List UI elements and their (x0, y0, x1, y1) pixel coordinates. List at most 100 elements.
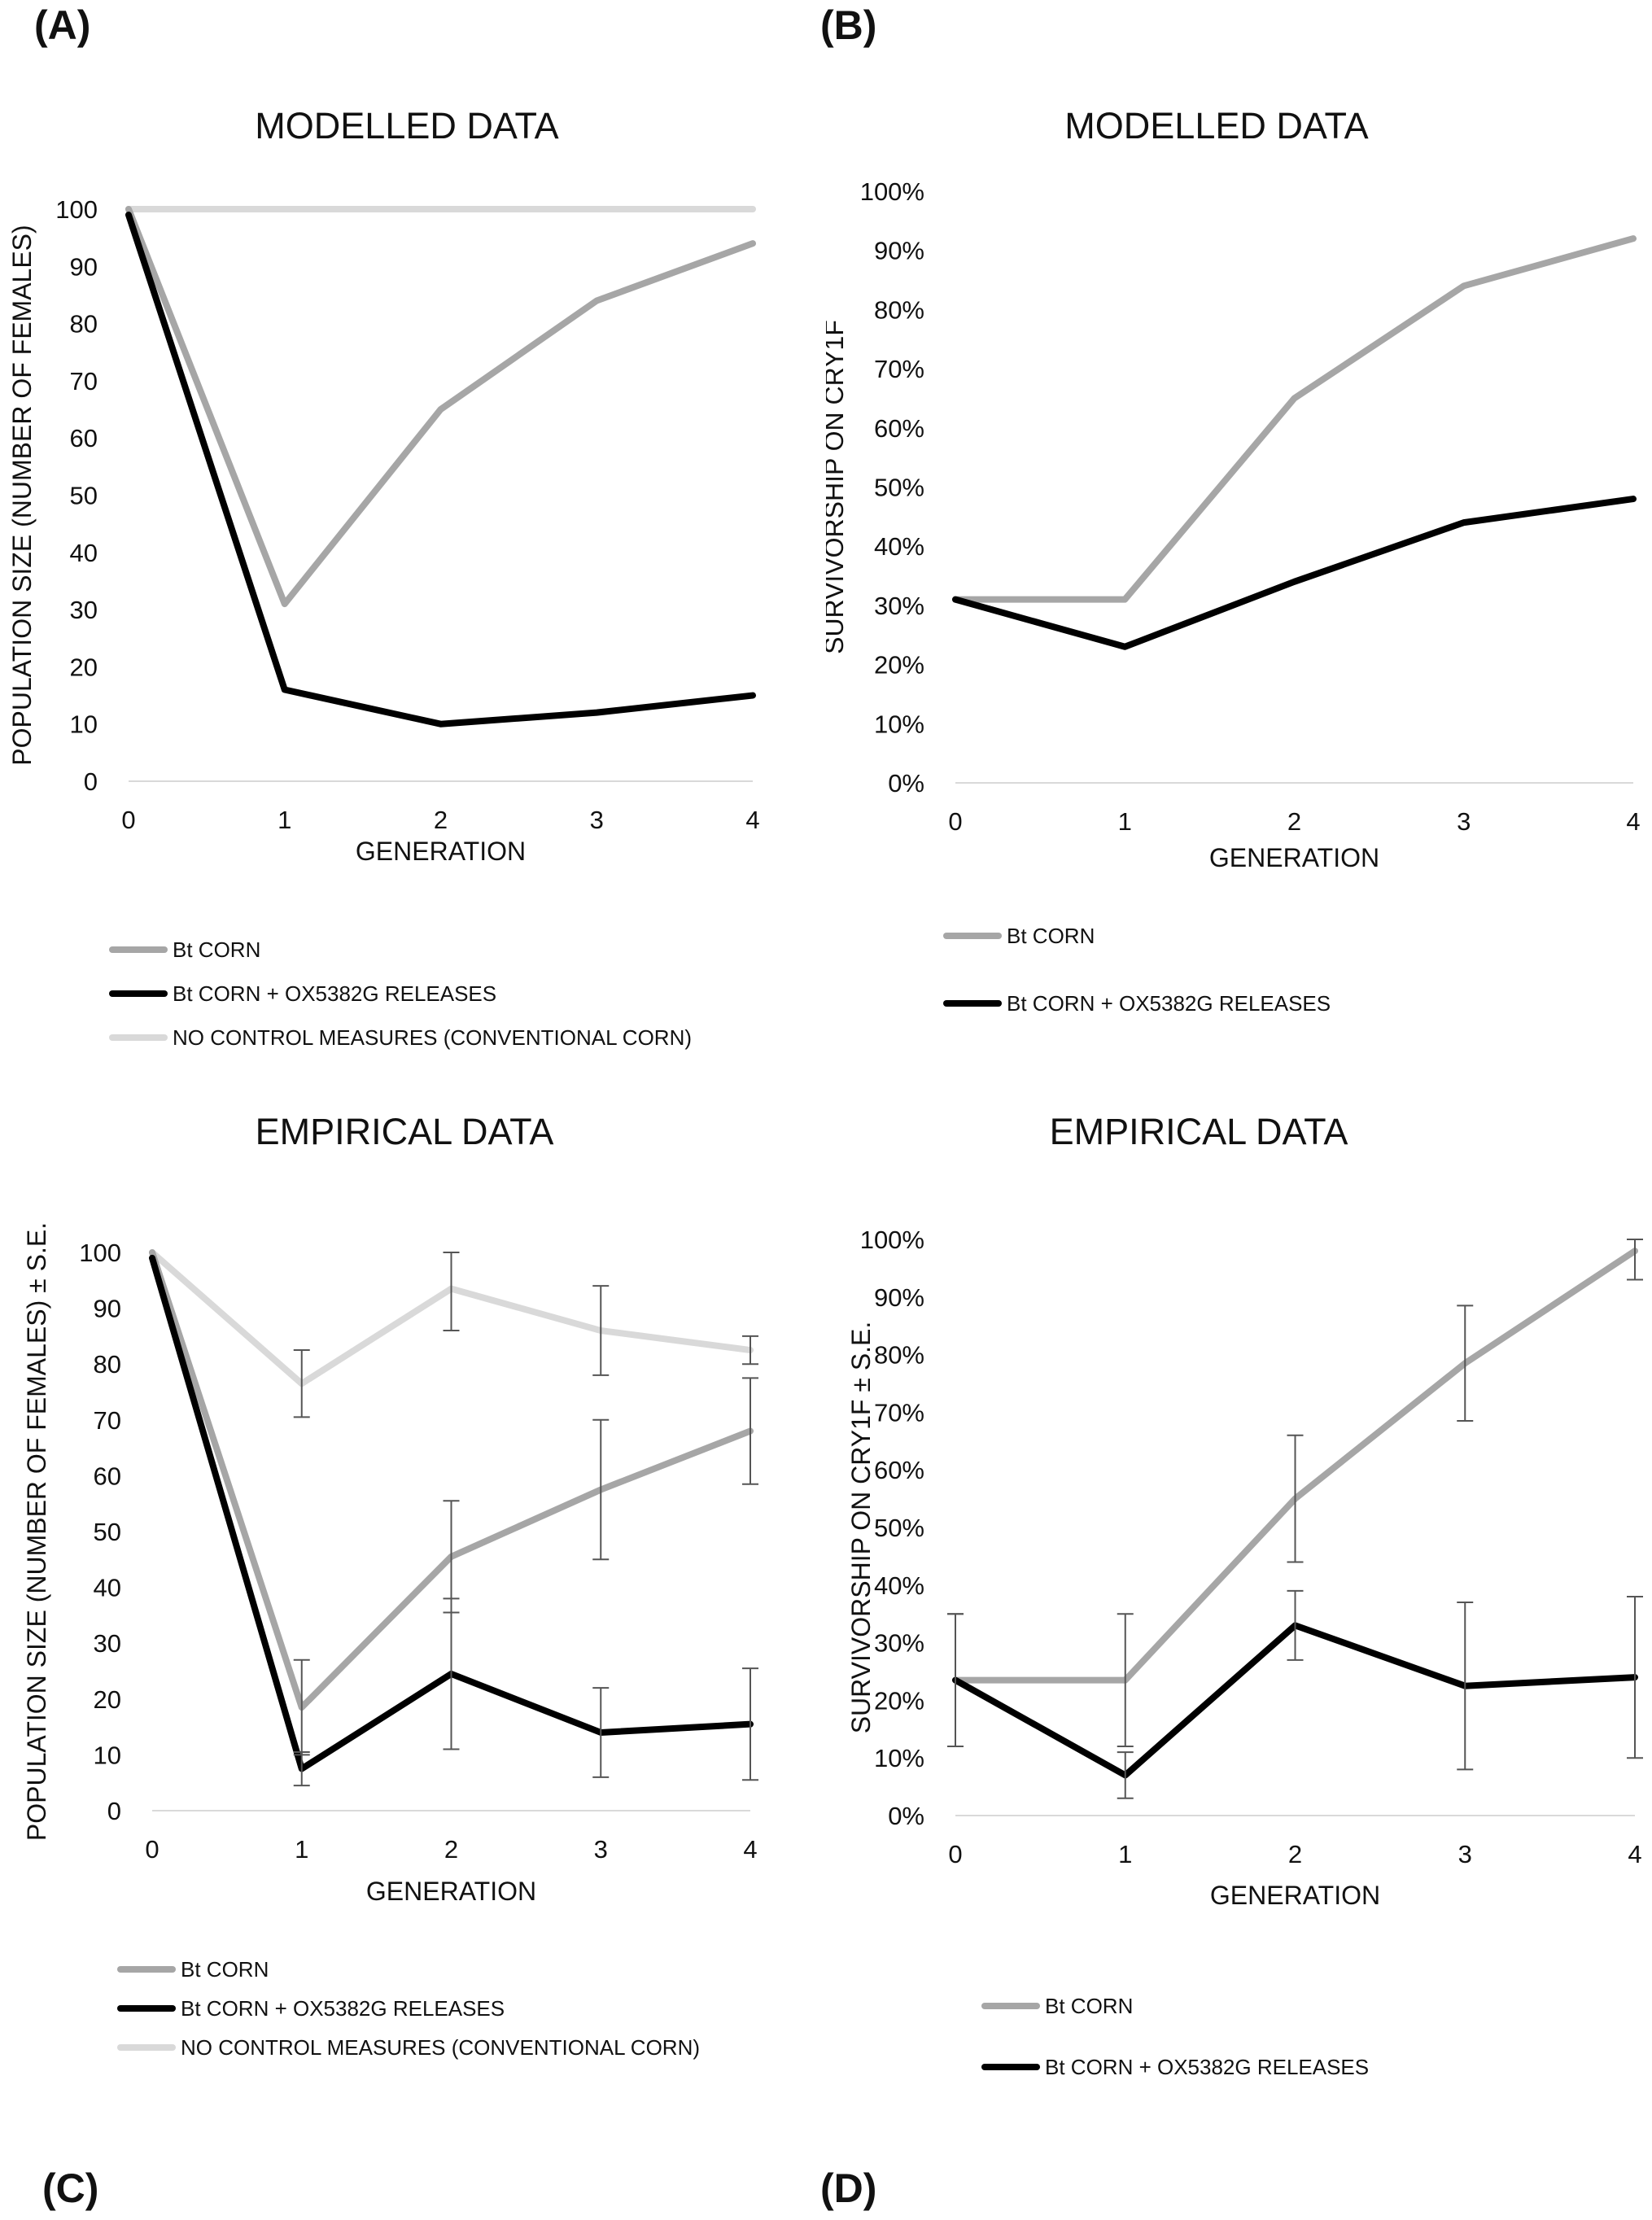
y-tick-label: 30 (94, 1629, 121, 1658)
panel-label-a: (A) (34, 2, 91, 48)
legend-entry: Bt CORN + OX5382G RELEASES (1045, 2055, 1369, 2079)
y-tick-label: 30% (874, 592, 924, 620)
x-tick-label: 3 (590, 806, 604, 834)
y-tick-label: 80 (94, 1350, 121, 1379)
chart-c-empirical-population: EMPIRICAL DATA 0 10 20 30 40 50 60 70 80 90 100 0 1 2 3… (22, 1111, 758, 2060)
error-bar (443, 1597, 460, 1750)
y-tick-label: 90% (874, 1283, 924, 1312)
legend-entry: Bt CORN (181, 1957, 269, 1982)
y-tick-label: 70 (70, 367, 98, 395)
panel-label-d: (D) (820, 2165, 877, 2211)
x-tick-label: 1 (1118, 807, 1132, 836)
chart-title: EMPIRICAL DATA (1050, 1111, 1348, 1152)
error-bar (742, 1335, 758, 1366)
x-tick-label: 1 (1118, 1840, 1132, 1868)
y-tick-label: 40 (70, 539, 98, 567)
y-axis-label: SURVIVORSHIP ON CRY1F (826, 320, 849, 654)
error-bar (1627, 1239, 1643, 1281)
legend-entry: Bt CORN + OX5382G RELEASES (181, 1996, 505, 2021)
y-tick-label: 80% (874, 295, 924, 324)
y-tick-label: 10% (874, 710, 924, 738)
error-bar (1287, 1589, 1304, 1661)
y-tick-label: 0% (888, 1802, 924, 1830)
y-tick-label: 100 (55, 195, 98, 224)
y-tick-label: 40% (874, 532, 924, 561)
error-bar (742, 1377, 758, 1485)
y-tick-label: 80 (70, 310, 98, 339)
x-tick-label: 4 (1626, 807, 1640, 836)
error-bar (1627, 1595, 1643, 1759)
chart-title: MODELLED DATA (1064, 105, 1368, 146)
x-tick-label: 2 (444, 1835, 458, 1864)
x-axis-label: GENERATION (356, 837, 526, 866)
x-tick-label: 4 (743, 1835, 757, 1864)
y-tick-label: 70% (874, 1398, 924, 1427)
chart-d-empirical-survivorship: EMPIRICAL DATA 0% 10% 20% 30% 40% 50% 60% 70% 80%… (846, 1111, 1643, 2079)
y-tick-label: 20 (70, 653, 98, 681)
y-tick-label: 60 (70, 424, 98, 452)
error-bar (1457, 1602, 1474, 1771)
x-axis-label: GENERATION (1209, 843, 1379, 872)
y-tick-label: 100% (860, 1226, 924, 1254)
y-tick-label: 0 (84, 767, 98, 796)
x-tick-label: 4 (1628, 1840, 1641, 1868)
series-line-0 (952, 235, 1637, 603)
y-tick-label: 90 (70, 252, 98, 281)
x-tick-label: 3 (1457, 807, 1471, 836)
y-tick-label: 20% (874, 651, 924, 680)
y-tick-label: 50 (94, 1518, 121, 1546)
x-tick-label: 3 (594, 1835, 608, 1864)
y-tick-label: 10 (94, 1741, 121, 1769)
y-tick-label: 10 (70, 710, 98, 739)
error-bar (293, 1349, 310, 1418)
y-tick-label: 20 (94, 1685, 121, 1714)
chart-b-modelled-survivorship: MODELLED DATA 0% 10% 20% 30% 40% 50% 60% 70% 80% 9… (826, 105, 1641, 1016)
y-tick-label: 30 (70, 596, 98, 624)
error-bar (742, 1667, 758, 1781)
x-tick-label: 2 (1288, 1840, 1302, 1868)
panel-label-c: (C) (42, 2165, 99, 2211)
chart-title: MODELLED DATA (255, 105, 558, 146)
x-tick-label: 4 (745, 806, 759, 834)
error-bar (443, 1252, 460, 1332)
x-tick-label: 2 (1287, 807, 1301, 836)
y-tick-label: 50% (874, 474, 924, 502)
y-tick-label: 100% (860, 177, 924, 206)
y-tick-label: 20% (874, 1686, 924, 1715)
y-axis-label: SURVIVORSHIP ON CRY1F ± S.E. (846, 1322, 876, 1734)
y-tick-label: 80% (874, 1341, 924, 1370)
x-tick-label: 0 (121, 806, 135, 834)
x-axis-label: GENERATION (1210, 1881, 1380, 1910)
x-axis-label: GENERATION (366, 1877, 536, 1906)
x-tick-label: 0 (948, 807, 962, 836)
legend-entry: Bt CORN + OX5382G RELEASES (173, 981, 496, 1006)
y-axis-label: POPULATION SIZE (NUMBER OF FEMALES) ± S.… (22, 1222, 51, 1841)
y-tick-label: 90% (874, 237, 924, 265)
y-tick-label: 0 (107, 1797, 121, 1825)
error-bar (293, 1750, 310, 1787)
legend-entry: Bt CORN (173, 937, 260, 962)
legend-entry: Bt CORN (1007, 924, 1095, 948)
error-bar (592, 1285, 610, 1376)
y-tick-label: 60% (874, 1456, 924, 1484)
series-line-0 (125, 206, 756, 608)
y-tick-label: 60% (874, 414, 924, 443)
x-tick-label: 0 (948, 1840, 962, 1868)
series-line-1 (125, 212, 756, 728)
legend-entry: Bt CORN (1045, 1994, 1133, 2018)
chart-a-modelled-population: MODELLED DATA 0 10 20 30 40 50 60 70 80 90 100 0 1 2 3 4… (7, 105, 760, 1050)
legend-entry: NO CONTROL MEASURES (CONVENTIONAL CORN) (173, 1025, 692, 1050)
y-tick-label: 10% (874, 1744, 924, 1772)
y-tick-label: 30% (874, 1629, 924, 1658)
y-tick-label: 70 (94, 1406, 121, 1435)
error-bar (947, 1613, 964, 1748)
y-tick-label: 100 (79, 1239, 121, 1267)
x-tick-label: 0 (145, 1835, 159, 1864)
x-tick-label: 3 (1458, 1840, 1472, 1868)
error-bar (592, 1418, 610, 1561)
y-axis-label: POPULATION SIZE (NUMBER OF FEMALES) (7, 225, 37, 765)
error-bar (1457, 1304, 1474, 1422)
y-tick-label: 50% (874, 1514, 924, 1542)
error-bar (1287, 1434, 1304, 1563)
y-tick-label: 60 (94, 1462, 121, 1490)
